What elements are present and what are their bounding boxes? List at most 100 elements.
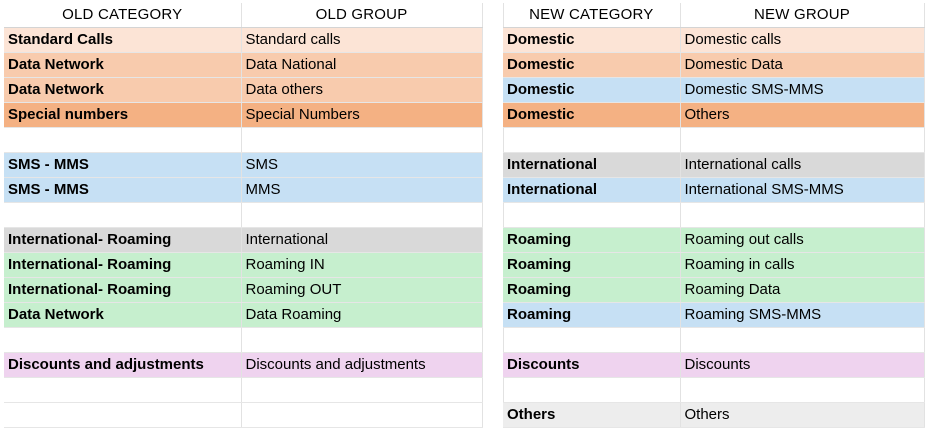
table-row: Standard Calls Standard calls	[4, 27, 483, 53]
new-group-cell[interactable]: International SMS-MMS	[680, 177, 925, 203]
table-row	[4, 327, 483, 353]
old-group-cell[interactable]: International	[241, 227, 483, 253]
table-row: Discounts and adjustments Discounts and a…	[4, 352, 483, 378]
table-row	[4, 402, 483, 428]
table-row	[503, 202, 925, 228]
spacer-column	[482, 3, 504, 412]
header-row: NEW CATEGORY NEW GROUP	[503, 3, 925, 28]
new-group-cell[interactable]: Roaming out calls	[680, 227, 925, 253]
header-old-group[interactable]: OLD GROUP	[241, 3, 483, 28]
old-group-cell[interactable]: Data others	[241, 77, 483, 103]
new-category-cell[interactable]	[503, 202, 681, 228]
old-group-cell[interactable]	[241, 202, 483, 228]
old-category-cell[interactable]: Standard Calls	[4, 27, 242, 53]
old-group-cell[interactable]: Standard calls	[241, 27, 483, 53]
table-row	[4, 202, 483, 228]
old-group-cell[interactable]: Discounts and adjustments	[241, 352, 483, 378]
new-category-cell[interactable]: Domestic	[503, 102, 681, 128]
new-category-cell[interactable]: Discounts	[503, 352, 681, 378]
table-row: Roaming Roaming SMS-MMS	[503, 302, 925, 328]
old-category-cell[interactable]	[4, 377, 242, 403]
new-category-cell[interactable]: Domestic	[503, 27, 681, 53]
header-new-group[interactable]: NEW GROUP	[680, 3, 925, 28]
old-category-cell[interactable]: SMS - MMS	[4, 152, 242, 178]
table-row: Domestic Domestic Data	[503, 52, 925, 78]
new-category-cell[interactable]: Others	[503, 402, 681, 428]
new-group-cell[interactable]: Others	[680, 402, 925, 428]
new-group-cell[interactable]	[680, 327, 925, 353]
old-group-cell[interactable]: SMS	[241, 152, 483, 178]
old-group-cell[interactable]: Roaming IN	[241, 252, 483, 278]
old-category-cell[interactable]: International- Roaming	[4, 227, 242, 253]
new-group-cell[interactable]	[680, 202, 925, 228]
header-old-category[interactable]: OLD CATEGORY	[4, 3, 242, 28]
new-category-cell[interactable]	[503, 377, 681, 403]
new-group-cell[interactable]	[680, 127, 925, 153]
new-category-cell[interactable]: Domestic	[503, 52, 681, 78]
old-category-cell[interactable]: Special numbers	[4, 102, 242, 128]
table-row	[503, 127, 925, 153]
new-group-cell[interactable]	[680, 377, 925, 403]
new-group-cell[interactable]: Others	[680, 102, 925, 128]
new-group-cell[interactable]: Roaming Data	[680, 277, 925, 303]
new-category-cell[interactable]: Roaming	[503, 252, 681, 278]
table-row: Data Network Data National	[4, 52, 483, 78]
new-group-cell[interactable]: Domestic calls	[680, 27, 925, 53]
table-row: Roaming Roaming Data	[503, 277, 925, 303]
old-group-cell[interactable]	[241, 127, 483, 153]
new-category-cell[interactable]: Domestic	[503, 77, 681, 103]
table-row: Roaming Roaming in calls	[503, 252, 925, 278]
old-category-cell[interactable]: Data Network	[4, 52, 242, 78]
old-group-cell[interactable]	[241, 402, 483, 428]
table-row: Others Others	[503, 402, 925, 428]
old-group-cell[interactable]: MMS	[241, 177, 483, 203]
table-row: Domestic Domestic calls	[503, 27, 925, 53]
table-row	[503, 377, 925, 403]
old-category-cell[interactable]	[4, 127, 242, 153]
new-category-cell[interactable]: International	[503, 152, 681, 178]
new-category-cell[interactable]: Roaming	[503, 227, 681, 253]
header-new-category[interactable]: NEW CATEGORY	[503, 3, 681, 28]
old-category-cell[interactable]: Data Network	[4, 302, 242, 328]
old-category-cell[interactable]	[4, 327, 242, 353]
old-category-cell[interactable]: Data Network	[4, 77, 242, 103]
table-row: Special numbers Special Numbers	[4, 102, 483, 128]
new-category-cell[interactable]: Roaming	[503, 277, 681, 303]
table-row: International- Roaming Roaming IN	[4, 252, 483, 278]
new-category-cell[interactable]	[503, 127, 681, 153]
old-category-cell[interactable]: International- Roaming	[4, 277, 242, 303]
new-group-cell[interactable]: Roaming SMS-MMS	[680, 302, 925, 328]
new-category-cell[interactable]: Roaming	[503, 302, 681, 328]
old-category-cell[interactable]	[4, 202, 242, 228]
new-group-cell[interactable]: Domestic SMS-MMS	[680, 77, 925, 103]
new-group-cell[interactable]: Roaming in calls	[680, 252, 925, 278]
table-row: Roaming Roaming out calls	[503, 227, 925, 253]
header-row: OLD CATEGORY OLD GROUP	[4, 3, 483, 28]
table-row	[4, 377, 483, 403]
old-group-cell[interactable]: Data Roaming	[241, 302, 483, 328]
table-row: International- Roaming Roaming OUT	[4, 277, 483, 303]
table-row: Data Network Data others	[4, 77, 483, 103]
new-group-cell[interactable]: Domestic Data	[680, 52, 925, 78]
old-group-cell[interactable]: Roaming OUT	[241, 277, 483, 303]
old-category-cell[interactable]: International- Roaming	[4, 252, 242, 278]
old-category-cell[interactable]: Discounts and adjustments	[4, 352, 242, 378]
old-group-cell[interactable]	[241, 327, 483, 353]
table-row: Domestic Others	[503, 102, 925, 128]
new-category-cell[interactable]: International	[503, 177, 681, 203]
old-mapping-table: OLD CATEGORY OLD GROUP Standard Calls Sta…	[4, 3, 483, 428]
table-row	[503, 327, 925, 353]
new-group-cell[interactable]: International calls	[680, 152, 925, 178]
old-category-cell[interactable]: SMS - MMS	[4, 177, 242, 203]
old-category-cell[interactable]	[4, 402, 242, 428]
table-row: International International calls	[503, 152, 925, 178]
old-group-cell[interactable]	[241, 377, 483, 403]
table-row: International International SMS-MMS	[503, 177, 925, 203]
table-row: SMS - MMS SMS	[4, 152, 483, 178]
new-group-cell[interactable]: Discounts	[680, 352, 925, 378]
old-group-cell[interactable]: Data National	[241, 52, 483, 78]
new-category-cell[interactable]	[503, 327, 681, 353]
table-row: International- Roaming International	[4, 227, 483, 253]
spreadsheet: OLD CATEGORY OLD GROUP Standard Calls Sta…	[4, 3, 925, 428]
old-group-cell[interactable]: Special Numbers	[241, 102, 483, 128]
